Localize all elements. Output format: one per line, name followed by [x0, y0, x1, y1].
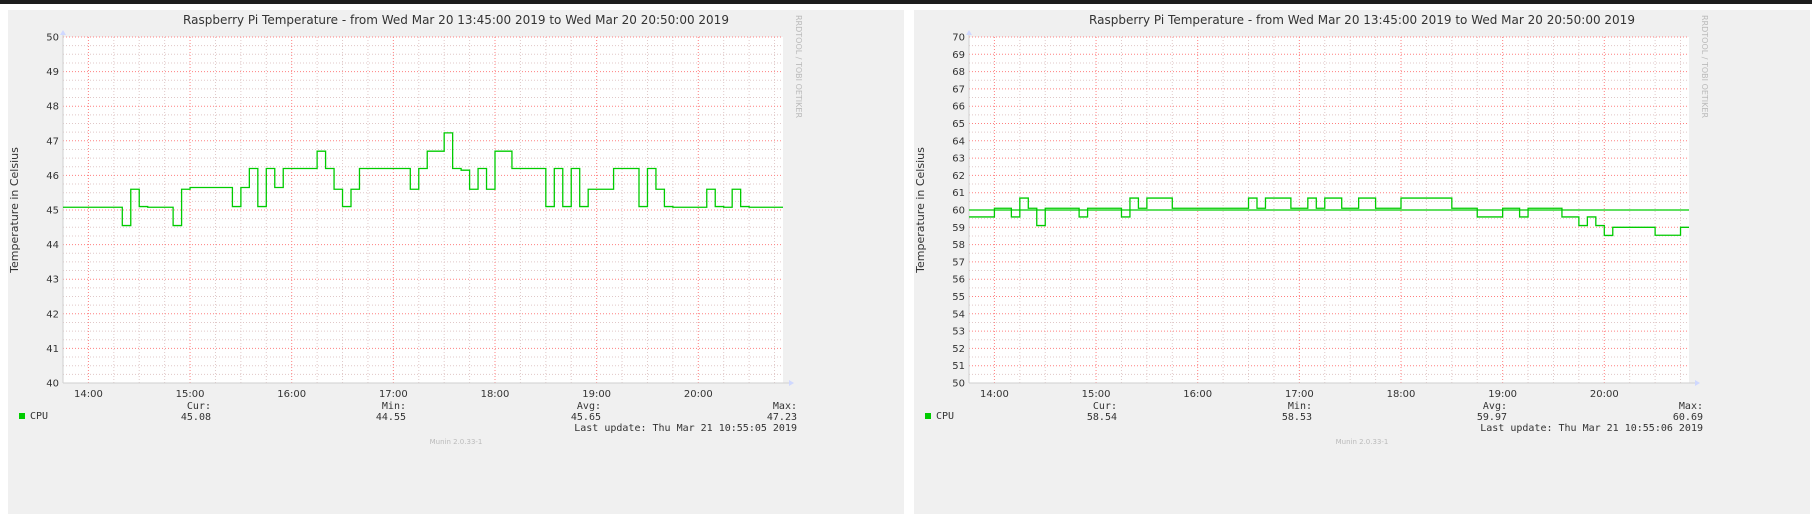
chart-0-x-tick-label: 15:00 [176, 389, 205, 400]
chart-0-x-tick-label: 16:00 [277, 389, 306, 400]
chart-0-y-tick-label: 45 [46, 206, 59, 217]
chart-1-y-tick-label: 53 [952, 327, 965, 338]
chart-0-legend-stat-value: 47.23 [767, 412, 797, 423]
chart-0-y-tick-label: 46 [46, 171, 59, 182]
chart-1-legend-stat-name: Cur: [1093, 401, 1117, 412]
chart-1-y-tick-label: 50 [952, 379, 965, 390]
chart-1-y-tick-label: 65 [952, 119, 965, 130]
chart-1-y-tick-label: 54 [952, 309, 965, 320]
chart-1-legend-stat-name: Max: [1679, 401, 1703, 412]
chart-1-legend-stat-name: Avg: [1483, 401, 1507, 412]
chart-0-y-axis-arrow [60, 30, 66, 35]
chart-0-x-tick-label: 20:00 [684, 389, 713, 400]
chart-1-x-tick-label: 20:00 [1590, 389, 1619, 400]
chart-0-x-tick-label: 17:00 [379, 389, 408, 400]
chart-0-y-tick-label: 50 [46, 33, 59, 44]
chart-1-x-tick-label: 18:00 [1387, 389, 1416, 400]
chart-0-legend-stat-name: Min: [382, 401, 406, 412]
chart-1-y-axis-arrow [966, 30, 972, 35]
chart-1-y-tick-label: 52 [952, 344, 965, 355]
chart-0-legend-stat-name: Avg: [577, 401, 601, 412]
chart-1-y-axis-label: Temperature in Celsius [914, 147, 927, 274]
chart-1-legend-swatch [925, 413, 931, 419]
chart-0-x-tick-label: 14:00 [74, 389, 103, 400]
chart-0-last-update: Last update: Thu Mar 21 10:55:05 2019 [574, 423, 797, 434]
chart-1-legend-stat-name: Min: [1288, 401, 1312, 412]
chart-1-y-tick-label: 64 [952, 136, 965, 147]
chart-1-y-tick-label: 55 [952, 292, 965, 303]
chart-0-y-tick-label: 41 [46, 344, 59, 355]
chart-0-y-axis-label: Temperature in Celsius [8, 147, 21, 274]
chart-0-y-tick-label: 48 [46, 102, 59, 113]
chart-1-legend-stat-value: 58.54 [1087, 412, 1117, 423]
chart-0-legend-swatch [19, 413, 25, 419]
chart-1-x-tick-label: 15:00 [1082, 389, 1111, 400]
chart-0-y-tick-label: 47 [46, 136, 59, 147]
chart-0-y-tick-label: 42 [46, 309, 59, 320]
chart-0-legend-stat-name: Max: [773, 401, 797, 412]
chart-1-y-tick-label: 62 [952, 171, 965, 182]
chart-0-legend-stat-value: 44.55 [376, 412, 406, 423]
chart-1-x-tick-label: 19:00 [1488, 389, 1517, 400]
chart-1-legend-label: CPU [936, 411, 954, 422]
chart-1-y-tick-label: 66 [952, 102, 965, 113]
chart-0-legend-label: CPU [30, 411, 48, 422]
chart-1-y-tick-label: 63 [952, 154, 965, 165]
chart-1-x-axis-arrow [1695, 380, 1700, 386]
chart-1-series-cpu-line [969, 197, 1689, 237]
chart-svg-left: 40 41 42 43 44 45 46 47 48 49 50 14:00 15:00 16:00 17:… [8, 13, 803, 446]
chart-0-series-cpu-line [63, 132, 783, 227]
chart-0-watermark: RRDTOOL / TOBI OETIKER [794, 15, 803, 118]
chart-svg-right: 50 51 52 53 54 55 56 57 58 59 60 61 62 63 64 65 66 67 68 69… [914, 13, 1709, 446]
chart-1-last-update: Last update: Thu Mar 21 10:55:06 2019 [1480, 423, 1703, 434]
chart-1-y-tick-label: 58 [952, 240, 965, 251]
chart-1-y-tick-label: 69 [952, 50, 965, 61]
chart-0-x-tick-label: 18:00 [481, 389, 510, 400]
top-bar [0, 0, 1812, 4]
chart-1-y-tick-label: 59 [952, 223, 965, 234]
chart-0-y-tick-label: 40 [46, 379, 59, 390]
chart-1-x-tick-label: 16:00 [1183, 389, 1212, 400]
chart-1-y-tick-label: 61 [952, 188, 965, 199]
chart-1-legend-stat-value: 58.53 [1282, 412, 1312, 423]
chart-1-y-tick-label: 70 [952, 33, 965, 44]
chart-1-title: Raspberry Pi Temperature - from Wed Mar … [1089, 13, 1635, 27]
chart-1-x-tick-label: 17:00 [1285, 389, 1314, 400]
chart-0-x-axis-arrow [789, 380, 794, 386]
chart-1-legend-stat-value: 59.97 [1477, 412, 1507, 423]
temperature-chart-right: 50 51 52 53 54 55 56 57 58 59 60 61 62 63 64 65 66 67 68 69… [914, 10, 1810, 514]
chart-1-y-tick-label: 68 [952, 67, 965, 78]
chart-1-y-tick-label: 51 [952, 361, 965, 372]
chart-1-y-tick-label: 60 [952, 206, 965, 217]
chart-0-legend-stat-name: Cur: [187, 401, 211, 412]
chart-1-legend-stat-value: 60.69 [1673, 412, 1703, 423]
chart-0-y-tick-label: 44 [46, 240, 59, 251]
chart-1-y-tick-label: 67 [952, 84, 965, 95]
chart-0-footer: Munin 2.0.33-1 [430, 438, 483, 446]
chart-0-x-tick-label: 19:00 [582, 389, 611, 400]
chart-1-footer: Munin 2.0.33-1 [1336, 438, 1389, 446]
chart-1-y-tick-label: 56 [952, 275, 965, 286]
chart-0-legend-stat-value: 45.08 [181, 412, 211, 423]
temperature-chart-left: 40 41 42 43 44 45 46 47 48 49 50 14:00 15:00 16:00 17:… [8, 10, 904, 514]
chart-0-y-tick-label: 43 [46, 275, 59, 286]
chart-1-x-tick-label: 14:00 [980, 389, 1009, 400]
chart-1-y-tick-label: 57 [952, 257, 965, 268]
chart-0-y-tick-label: 49 [46, 67, 59, 78]
chart-1-watermark: RRDTOOL / TOBI OETIKER [1700, 15, 1709, 118]
chart-0-legend-stat-value: 45.65 [571, 412, 601, 423]
chart-0-title: Raspberry Pi Temperature - from Wed Mar … [183, 13, 729, 27]
